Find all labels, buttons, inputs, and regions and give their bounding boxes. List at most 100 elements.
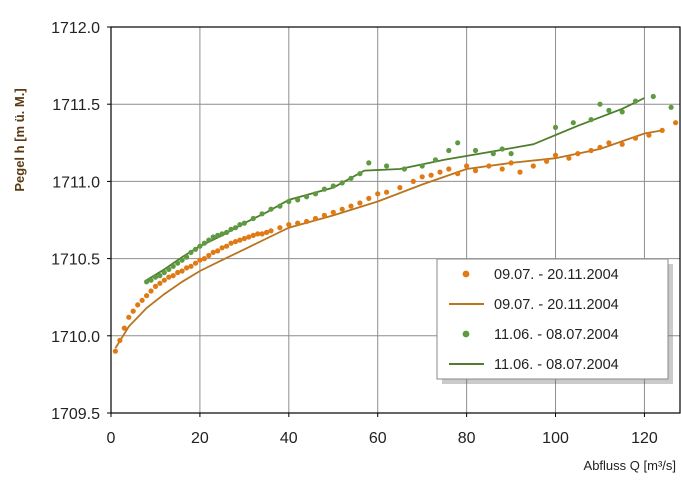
data-point <box>321 212 327 218</box>
data-point <box>446 166 452 172</box>
data-point <box>544 158 550 164</box>
y-tick-label: 1711.5 <box>52 97 100 114</box>
data-point <box>632 135 639 141</box>
data-point <box>384 189 390 195</box>
data-point <box>348 175 354 181</box>
data-point <box>286 222 292 228</box>
data-point <box>357 171 363 177</box>
data-point <box>552 124 559 130</box>
data-point <box>575 151 581 157</box>
data-point <box>366 160 372 166</box>
data-point <box>268 228 274 234</box>
data-point <box>650 93 656 100</box>
y-tick-label: 1709.5 <box>51 406 100 423</box>
data-point <box>161 269 167 276</box>
data-point <box>130 308 136 314</box>
data-point <box>144 293 150 299</box>
data-point <box>210 249 216 255</box>
data-point <box>668 104 674 110</box>
data-point <box>232 225 239 231</box>
data-point <box>148 288 154 294</box>
data-point <box>232 239 239 245</box>
x-tick-label: 100 <box>542 430 569 447</box>
data-point <box>188 263 194 269</box>
data-point <box>304 218 310 225</box>
x-tick-label: 20 <box>191 430 209 447</box>
data-point <box>192 246 199 252</box>
data-point <box>228 226 234 232</box>
data-point <box>241 235 247 242</box>
data-point <box>508 160 514 166</box>
x-tick-label: 0 <box>107 430 116 447</box>
data-point <box>455 140 461 146</box>
data-point <box>250 232 256 238</box>
data-point <box>148 277 154 283</box>
plot-frame <box>110 26 681 414</box>
data-point <box>224 243 230 249</box>
data-point <box>121 325 127 331</box>
data-point <box>619 109 625 115</box>
data-point <box>268 206 274 212</box>
data-point <box>295 197 301 203</box>
ticks: 0 20 40 60 80 100 120 1712.0 1711.5 1711.0 1710.5 1… <box>51 20 658 447</box>
data-point <box>606 140 612 146</box>
data-point <box>375 191 381 197</box>
data-point <box>219 245 225 251</box>
y-tick-label: 1710.0 <box>51 329 100 346</box>
data-point <box>170 273 176 279</box>
data-point <box>606 107 612 113</box>
series-line-1 <box>114 129 663 349</box>
legend-label: 09.07. - 20.11.2004 <box>494 267 619 283</box>
data-point <box>179 257 185 263</box>
data-point <box>419 163 425 169</box>
data-point <box>157 280 163 286</box>
x-tick-label: 60 <box>369 430 387 447</box>
data-point <box>339 206 345 212</box>
data-point <box>659 127 665 133</box>
series-line-3 <box>146 97 645 281</box>
data-point <box>455 171 461 177</box>
data-point <box>152 274 159 280</box>
data-point <box>304 194 310 200</box>
data-point <box>330 183 336 189</box>
data-point <box>321 186 327 192</box>
series-points-2 <box>144 93 674 285</box>
data-point <box>175 269 181 276</box>
data-point <box>508 151 514 157</box>
data-point <box>312 191 319 197</box>
data-point <box>237 237 243 243</box>
x-tick-label: 120 <box>631 430 658 447</box>
data-point <box>117 337 123 343</box>
data-point <box>472 147 479 154</box>
data-point <box>437 169 443 175</box>
data-point <box>570 120 576 126</box>
data-point <box>139 297 145 303</box>
data-point <box>126 314 132 320</box>
data-point <box>215 248 221 254</box>
data-point <box>170 263 176 269</box>
data-point <box>486 163 492 169</box>
legend-label: 09.07. - 20.11.2004 <box>494 297 619 313</box>
data-point <box>366 195 372 201</box>
data-point <box>619 141 625 147</box>
x-tick-label: 40 <box>280 430 298 447</box>
series-points-0 <box>112 120 679 354</box>
data-point <box>464 163 470 169</box>
data-point <box>517 169 523 175</box>
data-point <box>401 166 407 172</box>
data-point <box>184 265 190 271</box>
data-point <box>135 302 141 308</box>
legend-label: 11.06. - 08.07.2004 <box>494 357 619 373</box>
data-point <box>264 229 270 235</box>
series-line <box>146 97 645 281</box>
data-point <box>286 198 292 205</box>
data-point <box>566 155 572 161</box>
data-point <box>499 166 505 172</box>
data-point <box>499 146 505 152</box>
data-point <box>210 234 216 240</box>
data-point <box>197 243 203 249</box>
data-point <box>152 283 159 289</box>
data-point <box>179 268 185 274</box>
